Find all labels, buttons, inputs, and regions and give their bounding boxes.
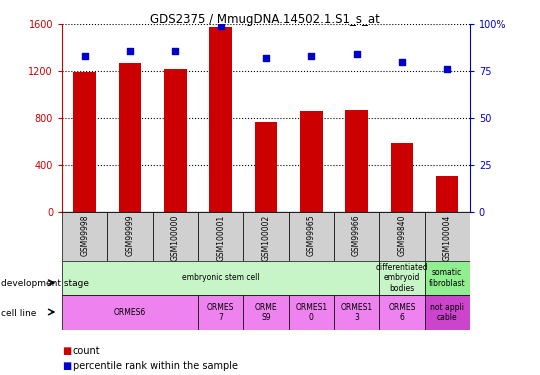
Point: [307, 53, 315, 59]
Bar: [119, 63, 141, 212]
FancyBboxPatch shape: [198, 296, 244, 330]
Bar: [210, 27, 232, 212]
FancyBboxPatch shape: [153, 212, 198, 261]
Point: [217, 23, 225, 29]
Text: GSM99966: GSM99966: [352, 214, 361, 256]
FancyBboxPatch shape: [107, 212, 153, 261]
Text: GSM100001: GSM100001: [216, 214, 225, 261]
Text: GSM100004: GSM100004: [443, 214, 451, 261]
FancyBboxPatch shape: [288, 212, 334, 261]
FancyBboxPatch shape: [334, 296, 379, 330]
Bar: [164, 69, 187, 212]
Bar: [255, 122, 277, 212]
Point: [171, 48, 180, 54]
Text: ■: ■: [62, 361, 71, 370]
Text: GSM100002: GSM100002: [261, 214, 271, 261]
Point: [261, 55, 270, 61]
Text: ORMES1
0: ORMES1 0: [295, 303, 327, 322]
FancyBboxPatch shape: [62, 212, 107, 261]
Point: [397, 59, 406, 65]
Text: cell line: cell line: [1, 309, 37, 318]
Text: differentiated
embryoid
bodies: differentiated embryoid bodies: [375, 263, 428, 293]
Point: [352, 51, 361, 57]
Text: count: count: [73, 346, 100, 355]
FancyBboxPatch shape: [244, 212, 288, 261]
Text: ORMES
7: ORMES 7: [207, 303, 234, 322]
FancyBboxPatch shape: [424, 212, 470, 261]
Bar: [73, 72, 96, 212]
Bar: [436, 176, 458, 212]
Point: [126, 48, 134, 54]
FancyBboxPatch shape: [62, 261, 379, 296]
Bar: [300, 111, 322, 212]
FancyBboxPatch shape: [334, 212, 379, 261]
Text: ORMES6: ORMES6: [114, 308, 146, 317]
Text: development stage: development stage: [1, 279, 89, 288]
Bar: [390, 143, 413, 212]
FancyBboxPatch shape: [424, 261, 470, 296]
Point: [443, 66, 451, 72]
Text: embryonic stem cell: embryonic stem cell: [182, 273, 259, 282]
FancyBboxPatch shape: [288, 296, 334, 330]
Bar: [345, 110, 368, 212]
FancyBboxPatch shape: [379, 296, 424, 330]
Point: [80, 53, 89, 59]
FancyBboxPatch shape: [244, 296, 288, 330]
Text: not appli
cable: not appli cable: [430, 303, 464, 322]
Text: GSM100000: GSM100000: [171, 214, 180, 261]
Text: ■: ■: [62, 346, 71, 355]
Text: GSM99998: GSM99998: [80, 214, 89, 256]
Text: ORMES
6: ORMES 6: [388, 303, 416, 322]
Text: ORMES1
3: ORMES1 3: [341, 303, 373, 322]
Text: GDS2375 / MmugDNA.14502.1.S1_s_at: GDS2375 / MmugDNA.14502.1.S1_s_at: [150, 13, 380, 26]
Text: ORME
S9: ORME S9: [255, 303, 277, 322]
FancyBboxPatch shape: [62, 296, 198, 330]
FancyBboxPatch shape: [379, 261, 424, 296]
Text: GSM99965: GSM99965: [307, 214, 316, 256]
FancyBboxPatch shape: [379, 212, 424, 261]
Text: GSM99840: GSM99840: [397, 214, 406, 256]
FancyBboxPatch shape: [198, 212, 244, 261]
FancyBboxPatch shape: [424, 296, 470, 330]
Text: percentile rank within the sample: percentile rank within the sample: [73, 361, 238, 370]
Text: GSM99999: GSM99999: [126, 214, 134, 256]
Text: somatic
fibroblast: somatic fibroblast: [429, 268, 465, 288]
